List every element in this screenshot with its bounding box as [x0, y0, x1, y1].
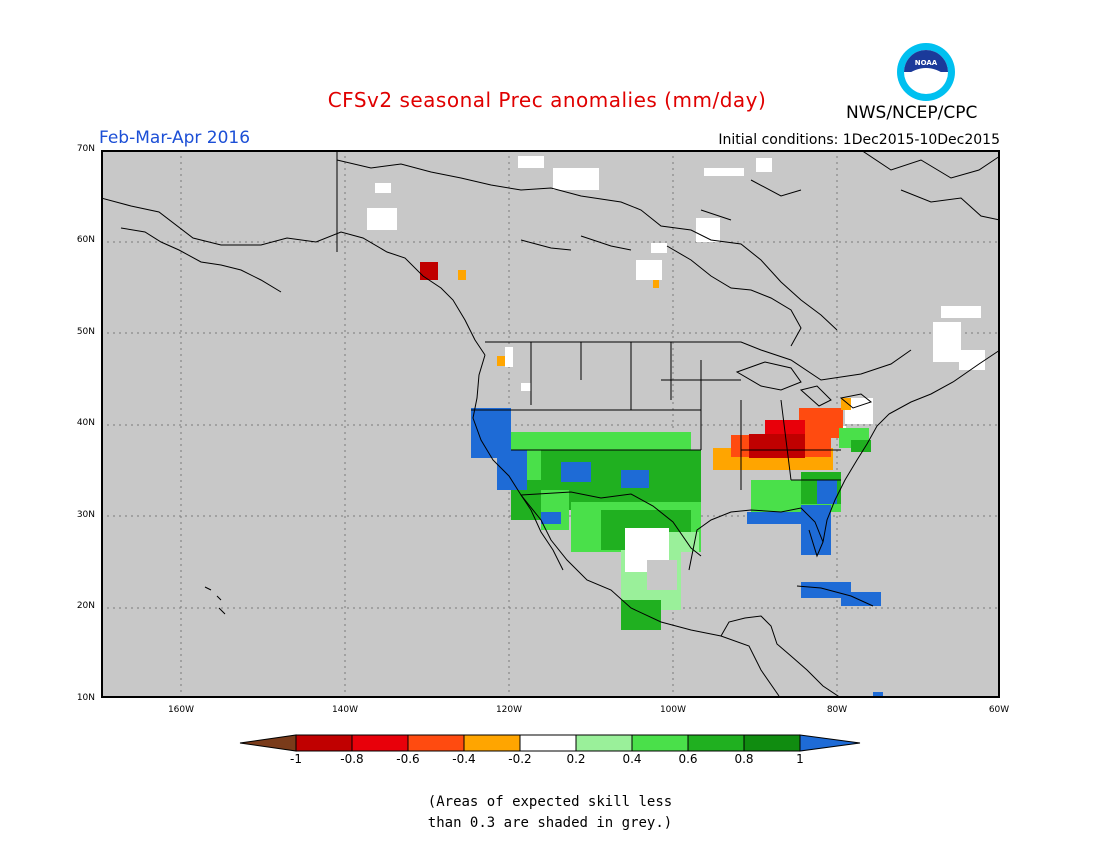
lon-label: 80W — [826, 705, 848, 715]
agency-label: NWS/NCEP/CPC — [846, 103, 978, 123]
lat-label: 50N — [76, 327, 95, 337]
lon-label: 100W — [659, 705, 687, 715]
lon-label: 160W — [167, 705, 195, 715]
colorbar-swatch — [575, 734, 633, 752]
lon-label: 60W — [988, 705, 1010, 715]
colorbar-label: -1 — [290, 752, 302, 766]
borders — [336, 152, 912, 557]
coastlines — [103, 152, 998, 696]
colorbar-label: 0.8 — [734, 752, 754, 766]
colorbar-label: -0.8 — [340, 752, 364, 766]
colorbar-label: -0.6 — [396, 752, 420, 766]
lat-label: 40N — [76, 418, 95, 428]
colorbar-swatch — [743, 734, 801, 752]
logo-text: NOAA — [915, 59, 938, 67]
colorbar — [239, 734, 861, 752]
colorbar-label: 0.2 — [566, 752, 586, 766]
forecast-period: Feb-Mar-Apr 2016 — [99, 128, 251, 148]
lat-label: 60N — [76, 235, 95, 245]
colorbar-label: 1 — [796, 752, 804, 766]
lat-label: 20N — [76, 601, 95, 611]
colorbar-swatch — [799, 734, 861, 752]
colorbar-label: 0.6 — [678, 752, 698, 766]
lon-label: 120W — [495, 705, 523, 715]
initial-conditions: Initial conditions: 1Dec2015-10Dec2015 — [718, 132, 1000, 148]
map-title: CFSv2 seasonal Prec anomalies (mm/day) — [327, 88, 767, 112]
colorbar-swatch — [239, 734, 297, 752]
colorbar-label: -0.4 — [452, 752, 476, 766]
colorbar-swatch — [295, 734, 353, 752]
colorbar-swatch — [631, 734, 689, 752]
colorbar-swatch — [407, 734, 465, 752]
anomaly-map — [101, 150, 1000, 698]
anomaly-shading — [367, 156, 985, 696]
lat-label: 70N — [76, 144, 95, 154]
colorbar-label: -0.2 — [508, 752, 532, 766]
skill-note-line: than 0.3 are shaded in grey.) — [427, 815, 673, 831]
colorbar-swatch — [463, 734, 521, 752]
map-canvas — [103, 152, 998, 696]
colorbar-swatch — [351, 734, 409, 752]
skill-note: (Areas of expected skill less than 0.3 a… — [400, 792, 700, 834]
colorbar-swatch — [519, 734, 577, 752]
lon-label: 140W — [331, 705, 359, 715]
lat-label: 30N — [76, 510, 95, 520]
colorbar-swatch — [687, 734, 745, 752]
skill-note-line: (Areas of expected skill less — [427, 794, 673, 810]
lat-label: 10N — [76, 693, 95, 703]
colorbar-label: 0.4 — [622, 752, 642, 766]
noaa-logo-icon: NOAA — [897, 43, 955, 101]
